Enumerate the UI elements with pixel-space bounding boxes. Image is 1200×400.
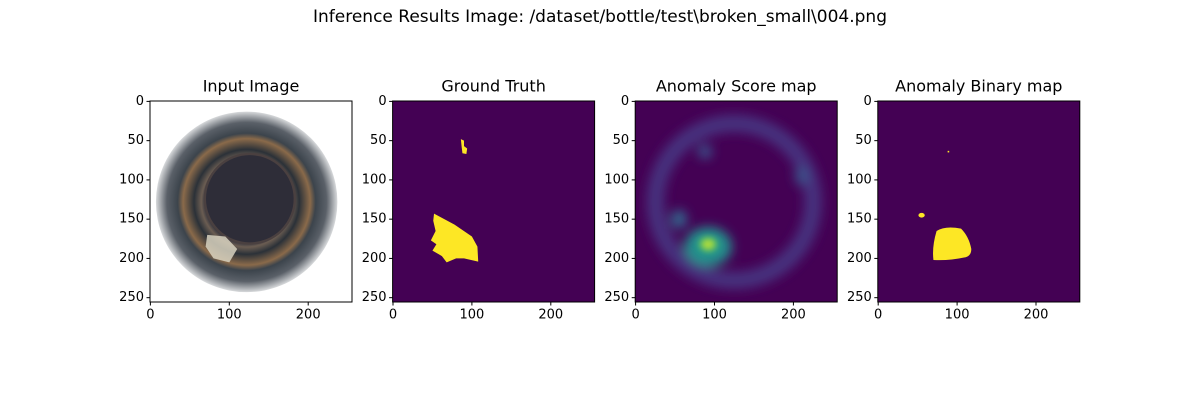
figure-title: Inference Results Image: /dataset/bottle… — [313, 7, 887, 27]
y-tick-label: 200 — [604, 251, 629, 266]
y-tick-label: 150 — [119, 212, 144, 227]
x-tick-label: 100 — [945, 308, 970, 323]
y-tick-label: 0 — [864, 94, 872, 109]
panel-title: Anomaly Binary map — [895, 77, 1062, 96]
y-tick-label: 150 — [362, 212, 387, 227]
y-tick-label: 50 — [370, 133, 387, 148]
x-tick-label: 200 — [1024, 308, 1049, 323]
axes-frame — [877, 100, 1081, 303]
anomaly-binary-image — [877, 101, 1080, 302]
y-tick-label: 250 — [119, 290, 144, 305]
y-tick-label: 250 — [604, 290, 629, 305]
x-tick-label: 0 — [146, 308, 154, 323]
y-tick-label: 100 — [604, 172, 629, 187]
input-image — [150, 101, 352, 302]
axes-frame — [149, 100, 353, 303]
x-tick-label: 0 — [874, 308, 882, 323]
x-tick-label: 200 — [296, 308, 321, 323]
axes-frame — [392, 100, 596, 303]
x-tick-label: 100 — [459, 308, 484, 323]
x-tick-label: 0 — [389, 308, 397, 323]
panel-title: Ground Truth — [441, 77, 546, 96]
y-tick-label: 50 — [613, 133, 630, 148]
x-tick-label: 200 — [781, 308, 806, 323]
panel-title: Input Image — [203, 77, 300, 96]
panel-title: Anomaly Score map — [656, 77, 817, 96]
y-tick-label: 0 — [378, 94, 386, 109]
x-tick-label: 100 — [702, 308, 727, 323]
axes-frame — [634, 100, 838, 303]
y-tick-label: 100 — [119, 172, 144, 187]
y-tick-label: 50 — [127, 133, 144, 148]
y-tick-label: 100 — [847, 172, 872, 187]
y-tick-label: 0 — [621, 94, 629, 109]
y-tick-label: 150 — [847, 212, 872, 227]
y-tick-label: 100 — [362, 172, 387, 187]
y-tick-label: 200 — [847, 251, 872, 266]
y-tick-label: 0 — [136, 94, 144, 109]
y-tick-label: 200 — [119, 251, 144, 266]
ground-truth-image — [392, 101, 595, 302]
x-tick-label: 0 — [631, 308, 639, 323]
y-tick-label: 250 — [362, 290, 387, 305]
anomaly-score-image — [635, 101, 838, 302]
y-tick-label: 50 — [855, 133, 872, 148]
y-tick-label: 200 — [362, 251, 387, 266]
y-tick-label: 150 — [604, 212, 629, 227]
x-tick-label: 200 — [538, 308, 563, 323]
y-tick-label: 250 — [847, 290, 872, 305]
x-tick-label: 100 — [217, 308, 242, 323]
